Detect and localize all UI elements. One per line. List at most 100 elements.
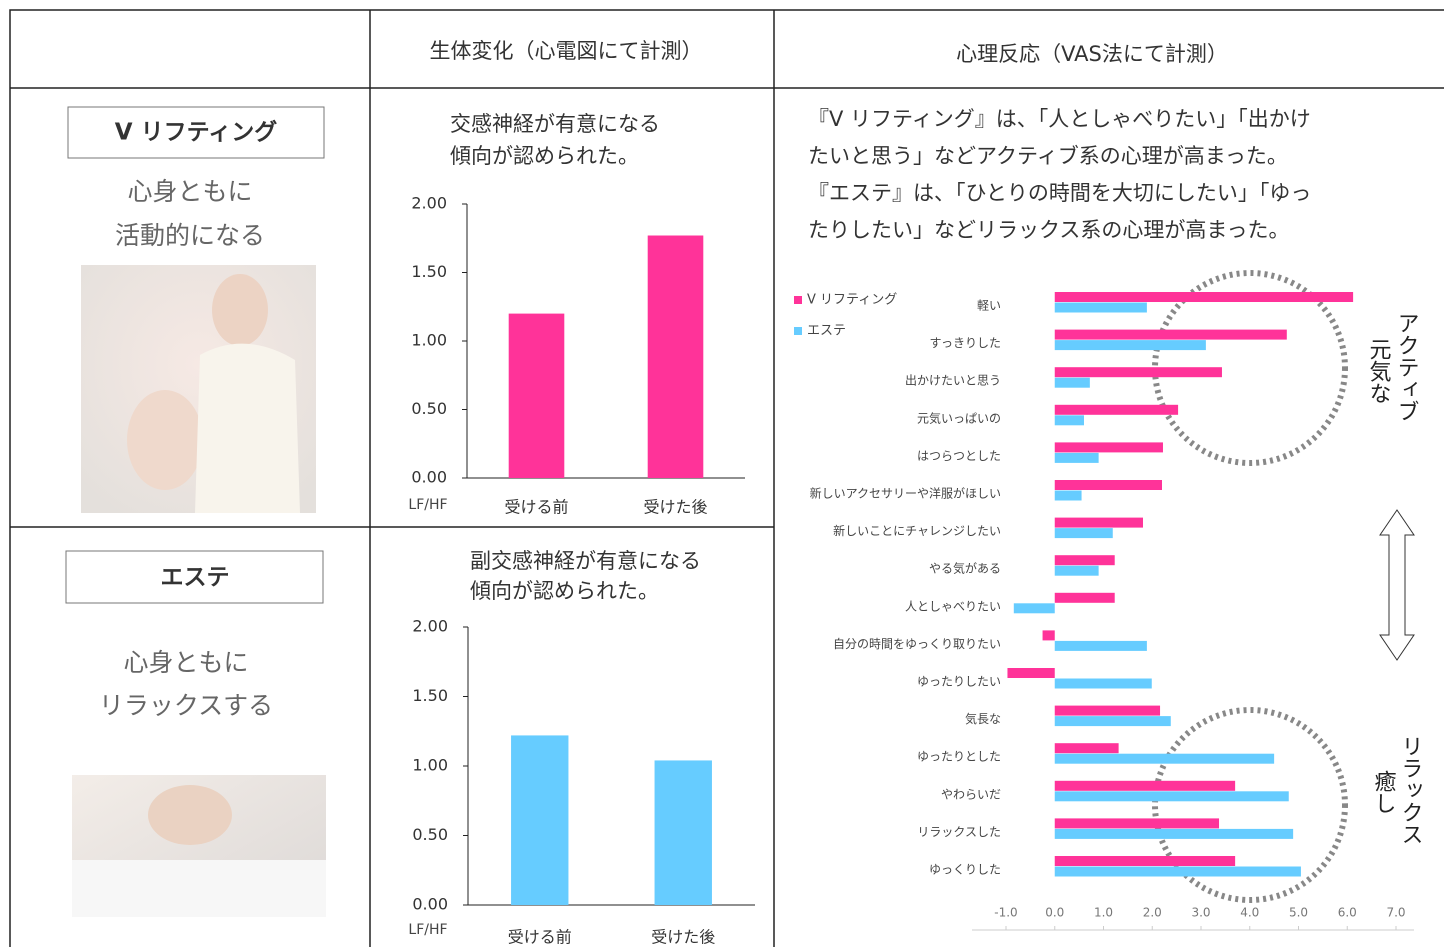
- bar: [1055, 340, 1206, 350]
- category-label: はつらつとした: [917, 449, 1001, 463]
- bar: [1055, 754, 1274, 764]
- bar: [1055, 716, 1171, 726]
- annotation: アクティブ: [1394, 312, 1419, 422]
- bar: [1055, 566, 1099, 576]
- legend-label: V リフティング: [807, 293, 897, 308]
- category-label: 新しいアクセサリーや洋服がほしい: [810, 486, 1001, 501]
- category-label: やる気がある: [929, 561, 1001, 576]
- category-label: 出かけたいと思う: [905, 374, 1001, 388]
- bar: [1055, 867, 1301, 877]
- y-tick-label: 0.50: [412, 825, 448, 844]
- legend-swatch: [794, 296, 802, 304]
- y-axis-label: LF/HF: [408, 497, 447, 513]
- bar: [1055, 791, 1289, 801]
- category-label: リラックスした: [917, 825, 1001, 839]
- y-tick-label: 0.00: [412, 895, 448, 914]
- bar: [1055, 303, 1147, 313]
- photo-figure: [195, 344, 300, 513]
- y-tick-label: 2.00: [411, 194, 447, 213]
- bar: [1055, 679, 1152, 689]
- category-label: すっきりした: [929, 336, 1001, 350]
- category-label: 人としゃべりたい: [905, 599, 1001, 613]
- photo-figure: [148, 785, 232, 845]
- bar: [648, 236, 704, 478]
- category-label: ゆっくりした: [929, 863, 1001, 877]
- bar: [1055, 528, 1113, 538]
- bar: [1055, 480, 1162, 490]
- bar: [1055, 518, 1143, 528]
- page: 生体変化（心電図にて計測） 心理反応（VAS法にて計測） V リフティング 心身…: [0, 0, 1444, 947]
- bar: [1055, 555, 1115, 565]
- bar: [1014, 603, 1055, 613]
- bar: [1055, 367, 1222, 377]
- x-tick-label: 3.0: [1191, 906, 1210, 920]
- chart-title: 傾向が認められた。: [470, 579, 659, 603]
- bar: [655, 760, 712, 905]
- bar: [509, 314, 565, 478]
- annotation: リラックス: [1398, 735, 1423, 845]
- bar: [1055, 405, 1178, 415]
- x-tick-label: 受けた後: [651, 928, 715, 947]
- photo-figure: [127, 390, 203, 490]
- bar: [1055, 781, 1235, 791]
- x-tick-label: 2.0: [1143, 906, 1162, 920]
- y-tick-label: 1.00: [411, 331, 447, 350]
- x-tick-label: 6.0: [1338, 906, 1357, 920]
- x-tick-label: 0.0: [1045, 906, 1064, 920]
- bar: [511, 735, 568, 905]
- photo-figure: [212, 274, 268, 346]
- y-tick-label: 1.50: [411, 262, 447, 281]
- row-label: V リフティング: [115, 119, 277, 146]
- y-tick-label: 1.50: [412, 686, 448, 705]
- bar: [1055, 743, 1119, 753]
- category-label: 新しいことにチャレンジしたい: [833, 523, 1001, 538]
- photo-figure: [72, 860, 326, 917]
- category-label: 軽い: [977, 299, 1001, 313]
- row-caption: リラックスする: [99, 691, 273, 720]
- x-tick-label: -1.0: [994, 906, 1017, 920]
- bar: [1055, 453, 1099, 463]
- bar: [1055, 330, 1287, 340]
- column-header: 心理反応（VAS法にて計測）: [956, 42, 1228, 66]
- bar: [1055, 641, 1147, 651]
- category-label: 気長な: [965, 711, 1001, 726]
- annotation: 癒し: [1371, 770, 1397, 814]
- legend-swatch: [794, 327, 802, 335]
- column-header: 生体変化（心電図にて計測）: [430, 39, 703, 63]
- chart-title: 傾向が認められた。: [450, 144, 639, 168]
- bar: [1055, 442, 1163, 452]
- x-tick-label: 4.0: [1240, 906, 1259, 920]
- bar: [1055, 593, 1115, 603]
- bar: [1055, 378, 1090, 388]
- bar: [1055, 829, 1293, 839]
- y-tick-label: 1.00: [412, 756, 448, 775]
- chart-title: 副交感神経が有意になる: [470, 549, 701, 573]
- bar: [1055, 856, 1235, 866]
- x-tick-label: 受ける前: [504, 498, 568, 517]
- category-label: 元気いっぱいの: [917, 410, 1001, 425]
- category-label: 自分の時間をゆっくり取りたい: [833, 637, 1001, 651]
- y-tick-label: 0.50: [411, 399, 447, 418]
- category-label: ゆったりとした: [917, 750, 1001, 764]
- legend-label: エステ: [807, 324, 846, 339]
- y-tick-label: 0.00: [411, 468, 447, 487]
- annotation: 元気な: [1366, 338, 1392, 404]
- double-arrow: [1380, 510, 1414, 660]
- description: 『V リフティング』は、「人としゃべりたい」「出かけ: [808, 107, 1311, 131]
- description: 『エステ』は、「ひとりの時間を大切にしたい」「ゆっ: [808, 181, 1311, 205]
- row-caption: 心身ともに: [123, 648, 248, 677]
- x-tick-label: 受ける前: [508, 928, 572, 947]
- bar: [1055, 818, 1219, 828]
- description: たいと思う」などアクティブ系の心理が高まった。: [808, 144, 1288, 168]
- x-tick-label: 1.0: [1094, 906, 1113, 920]
- bar: [1043, 630, 1055, 640]
- row-caption: 活動的になる: [115, 221, 265, 250]
- category-label: ゆったりしたい: [917, 675, 1001, 689]
- bar: [1055, 292, 1353, 302]
- bar: [1055, 706, 1160, 716]
- bar: [1055, 491, 1082, 501]
- description: たりしたい」などリラックス系の心理が高まった。: [808, 218, 1290, 242]
- chart-title: 交感神経が有意になる: [450, 112, 660, 136]
- x-tick-label: 5.0: [1289, 906, 1308, 920]
- bar: [1007, 668, 1054, 678]
